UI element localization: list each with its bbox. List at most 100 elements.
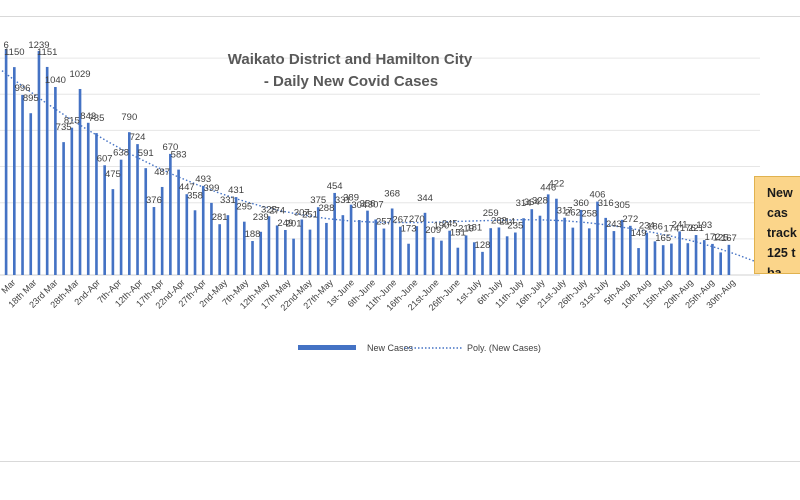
data-label: 174 [663, 224, 679, 235]
data-label: 209 [425, 225, 441, 236]
data-label: 243 [606, 219, 622, 230]
data-label: 251 [302, 210, 318, 221]
data-label: 219 [458, 223, 474, 234]
data-label: 431 [228, 185, 244, 196]
bar [719, 252, 722, 275]
data-label: 375 [310, 195, 326, 206]
data-label: 305 [614, 200, 630, 211]
data-label: 249 [277, 218, 293, 229]
bar [423, 212, 427, 275]
bar [711, 243, 714, 275]
bars [4, 49, 731, 276]
bar [45, 66, 49, 275]
data-label: 314 [516, 198, 532, 209]
data-label: 446 [540, 182, 556, 193]
annotation-box: New cas track 125 t ba [754, 176, 800, 274]
bar [37, 51, 41, 276]
bar [103, 165, 106, 275]
bar [62, 142, 65, 275]
bar [596, 201, 599, 275]
bar [653, 241, 657, 275]
bar [300, 219, 304, 275]
chart-title-line-1: Waikato District and Hamilton City [228, 51, 473, 68]
bar [727, 244, 731, 275]
data-label: 328 [532, 196, 548, 207]
bar [78, 88, 82, 275]
bar [530, 209, 534, 275]
bar [357, 220, 361, 275]
data-label: 172 [705, 232, 721, 243]
bar [251, 241, 254, 275]
data-label: 815 [64, 116, 80, 127]
bar [177, 169, 180, 275]
data-label: 1151 [37, 47, 57, 58]
bar [29, 113, 33, 275]
bar [242, 221, 246, 275]
bar [210, 202, 213, 275]
data-label: 267 [392, 215, 408, 226]
data-label: 368 [384, 188, 400, 199]
trendline-path [1, 70, 761, 264]
bar [169, 153, 172, 275]
data-label: 842 [80, 111, 96, 122]
bar [563, 217, 566, 275]
bar [160, 186, 164, 275]
bar [522, 218, 525, 275]
trendline [1, 70, 761, 264]
bar [275, 225, 279, 275]
bar [546, 194, 550, 275]
data-label: 389 [343, 193, 359, 204]
data-label: 281 [212, 212, 228, 223]
data-label: 241 [672, 219, 688, 230]
data-label: 307 [294, 208, 310, 219]
chart-title-line-2: - Daily New Covid Cases [264, 73, 438, 90]
bar [316, 207, 320, 275]
bar [382, 228, 386, 275]
bar [571, 227, 575, 275]
bar [555, 198, 558, 275]
data-label: 1150 [4, 47, 24, 58]
data-label: 316 [598, 198, 614, 209]
data-label: 591 [138, 148, 154, 159]
data-label: 422 [548, 179, 564, 190]
data-label: 790 [121, 112, 137, 123]
data-label: 173 [401, 224, 417, 235]
data-label: 193 [696, 220, 712, 231]
bar [579, 209, 583, 275]
data-label: 356 [360, 199, 376, 210]
bar [661, 245, 665, 275]
bar [95, 133, 98, 275]
data-label: 263 [491, 215, 507, 226]
data-label: 307 [368, 200, 384, 211]
bar [234, 197, 238, 275]
data-label: 235 [507, 221, 523, 232]
legend-label-poly: Poly. (New Cases) [467, 343, 541, 353]
bar [505, 236, 509, 275]
bar [464, 235, 468, 275]
bar [448, 230, 451, 275]
data-label: 259 [483, 208, 499, 219]
bar [201, 185, 205, 275]
bar [111, 189, 115, 275]
bar [185, 194, 189, 275]
bar [284, 229, 287, 275]
bar [4, 49, 8, 276]
bar [472, 242, 476, 275]
bar [538, 215, 542, 275]
bar [678, 231, 681, 275]
data-label: 344 [417, 193, 433, 204]
bar [612, 231, 616, 275]
bar [399, 226, 402, 275]
data-label: 317 [557, 206, 573, 217]
data-label: 186 [647, 221, 663, 232]
bar [136, 144, 139, 275]
gridlines [0, 57, 760, 276]
data-label: 399 [204, 183, 220, 194]
bar [629, 225, 632, 275]
bar [193, 210, 197, 275]
data-label: 475 [105, 169, 121, 180]
bar [21, 94, 24, 275]
